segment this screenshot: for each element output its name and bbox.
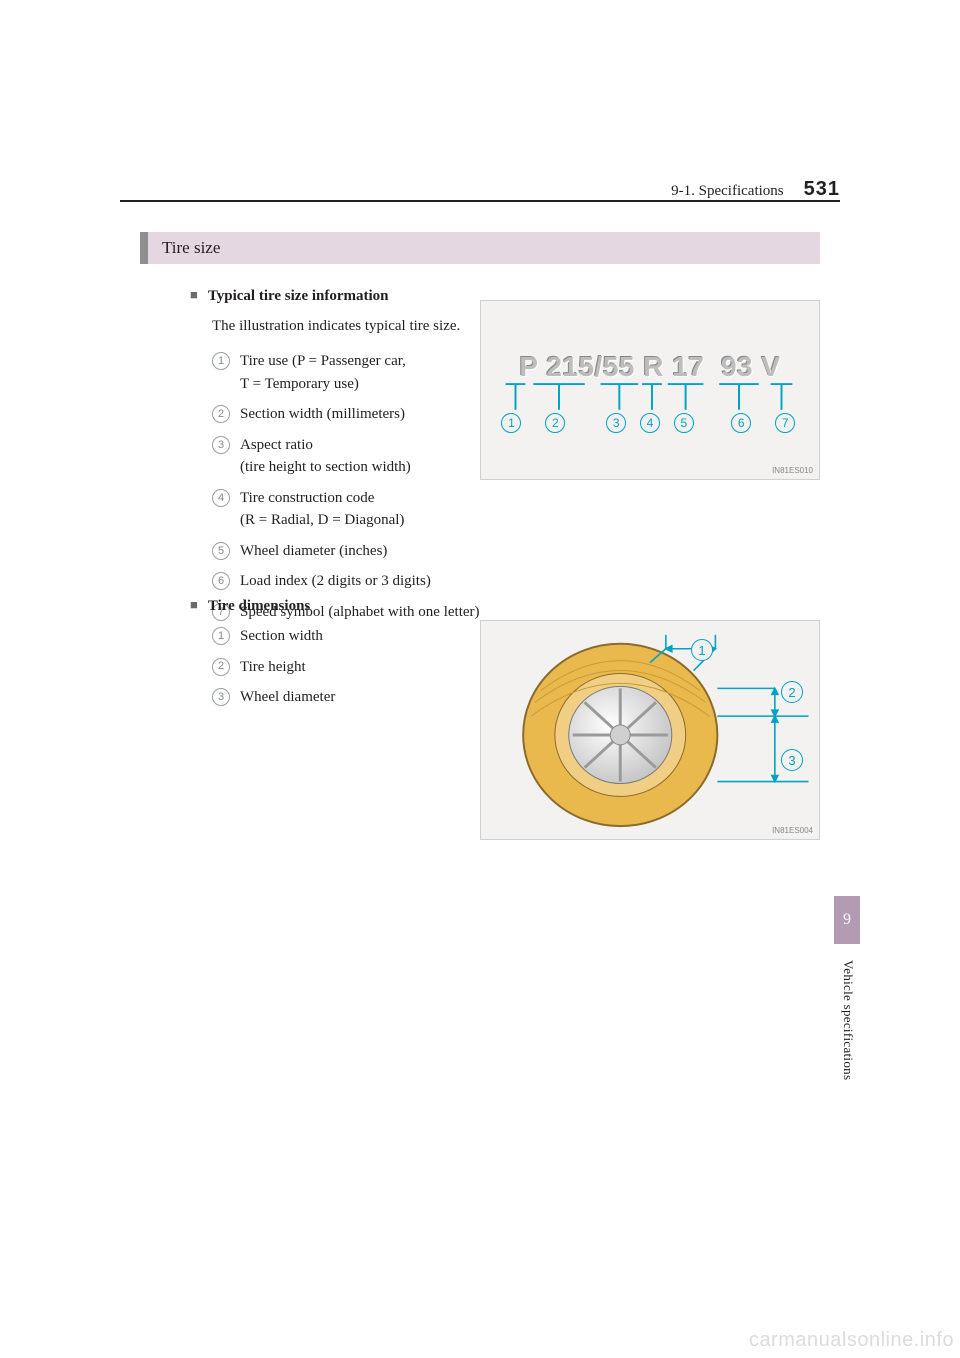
- callout-marker-icon: 2: [545, 413, 565, 433]
- chapter-side-label: Vehicle specifications: [840, 960, 856, 1080]
- list-item-text: Tire construction code (R = Radial, D = …: [240, 487, 830, 532]
- callout-number-icon: 1: [212, 352, 230, 370]
- callout-number-icon: 4: [212, 489, 230, 507]
- tire-illustration: [481, 621, 819, 839]
- callout-number-icon: 6: [212, 572, 230, 590]
- running-header: 9-1. Specifications 531: [671, 178, 840, 201]
- callout-number-icon: 3: [212, 436, 230, 454]
- list-item: 6 Load index (2 digits or 3 digits): [212, 570, 830, 593]
- tire-code-underlines: [481, 301, 819, 479]
- subheading-2-text: Tire dimensions: [208, 598, 310, 615]
- callout-marker-icon: 5: [674, 413, 694, 433]
- callout-number-icon: 1: [212, 627, 230, 645]
- callout-number-icon: 2: [212, 405, 230, 423]
- header-section: 9-1. Specifications: [671, 183, 783, 200]
- list-item: 4 Tire construction code (R = Radial, D =…: [212, 487, 830, 532]
- subheading-2: ■ Tire dimensions: [190, 598, 830, 615]
- page-number: 531: [804, 178, 840, 201]
- section-heading-text: Tire size: [162, 238, 220, 257]
- callout-number-icon: 3: [212, 688, 230, 706]
- chapter-tab: 9: [834, 896, 860, 944]
- callout-marker-icon: 4: [640, 413, 660, 433]
- chapter-tab-number: 9: [843, 911, 851, 929]
- watermark: carmanualsonline.info: [749, 1329, 954, 1352]
- header-rule: [120, 200, 840, 202]
- intro-text: The illustration indicates typical tire …: [212, 315, 462, 338]
- square-bullet-icon: ■: [190, 598, 198, 611]
- subheading-1-text: Typical tire size information: [208, 288, 389, 305]
- callout-marker-icon: 1: [501, 413, 521, 433]
- callout-number-icon: 2: [212, 658, 230, 676]
- callout-marker-icon: 3: [781, 749, 803, 771]
- section-heading: Tire size: [140, 232, 820, 264]
- callout-marker-icon: 3: [606, 413, 626, 433]
- figure2-id: IN81ES004: [772, 826, 813, 835]
- square-bullet-icon: ■: [190, 288, 198, 301]
- list-item: 5 Wheel diameter (inches): [212, 540, 830, 563]
- callout-marker-icon: 6: [731, 413, 751, 433]
- callout-marker-icon: 1: [691, 639, 713, 661]
- figure1-marker-row: 1 2 345 6 7: [481, 413, 819, 441]
- callout-number-icon: 5: [212, 542, 230, 560]
- list-item-text: Wheel diameter (inches): [240, 540, 830, 563]
- figure-tire-dimensions: 1 2 3 IN81ES004: [480, 620, 820, 840]
- figure1-id: IN81ES010: [772, 466, 813, 475]
- page: 9-1. Specifications 531 Tire size ■ Typi…: [0, 0, 960, 1358]
- list-item-text: Load index (2 digits or 3 digits): [240, 570, 830, 593]
- figure-tire-size-code: P 215/55 R 17 93 V 1234567 IN81ES010: [480, 300, 820, 480]
- callout-marker-icon: 2: [781, 681, 803, 703]
- callout-marker-icon: 7: [775, 413, 795, 433]
